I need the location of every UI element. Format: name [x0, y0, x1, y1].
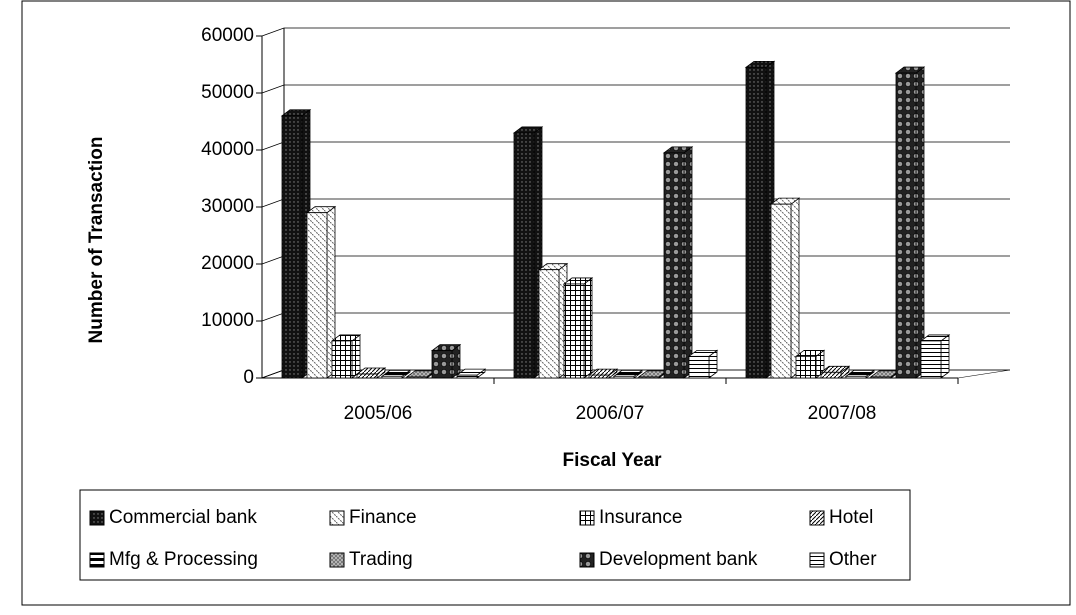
bar-front [920, 340, 942, 379]
bar-front [770, 203, 792, 379]
y-tick-label: 60000 [201, 25, 254, 46]
y-tick-label: 0 [243, 367, 254, 388]
bar-front [306, 212, 328, 379]
legend-label: Other [829, 549, 877, 570]
bar [662, 146, 694, 379]
legend-label: Trading [349, 549, 413, 570]
legend-label: Insurance [599, 507, 682, 528]
legend-swatch [809, 510, 825, 526]
legend-label: Hotel [829, 507, 873, 528]
bar [562, 277, 594, 379]
bar [380, 369, 412, 379]
bar-front [870, 376, 892, 379]
legend-box [79, 489, 911, 581]
bar-front [538, 269, 560, 379]
legend-label: Commercial bank [109, 507, 257, 528]
bar [894, 66, 926, 379]
x-tick-label: 2007/08 [808, 403, 877, 424]
bar [305, 205, 337, 379]
bar [819, 365, 851, 379]
bar-front [845, 375, 867, 379]
bar [280, 109, 312, 379]
y-tick-label: 30000 [201, 196, 254, 217]
bar-front [281, 115, 303, 379]
legend-swatch [329, 510, 345, 526]
bar [794, 349, 826, 379]
bar-side [351, 334, 361, 379]
bar-side [683, 146, 693, 379]
x-tick-label: 2005/06 [344, 403, 413, 424]
bar [455, 368, 487, 379]
bar [587, 368, 619, 379]
bar-front [895, 72, 917, 379]
y-tick-label: 40000 [201, 139, 254, 160]
bar-front [663, 152, 685, 379]
bar-front [381, 375, 403, 379]
legend-swatch [89, 510, 105, 526]
x-axis-title: Fiscal Year [563, 450, 663, 471]
x-tick-label: 2006/07 [576, 403, 645, 424]
legend-swatch [329, 552, 345, 568]
bar-front [820, 371, 842, 379]
bar [844, 369, 876, 379]
bar-front [563, 283, 585, 379]
y-tick-label: 10000 [201, 310, 254, 331]
bar-side [940, 334, 950, 379]
bar-front [331, 340, 353, 379]
bar-front [795, 355, 817, 379]
bar-front [431, 350, 453, 379]
bar-side [915, 66, 925, 379]
legend-label: Development bank [599, 549, 758, 570]
legend-swatch [579, 510, 595, 526]
bar [687, 349, 719, 379]
legend-swatch [809, 552, 825, 568]
bar [330, 334, 362, 379]
bar [919, 334, 951, 379]
bar-front [406, 376, 428, 379]
bar-side [583, 277, 593, 379]
bar [355, 367, 387, 379]
bar-front [456, 374, 478, 379]
bar-front [613, 375, 635, 379]
bar [537, 262, 569, 379]
y-tick-label: 50000 [201, 82, 254, 103]
bar-front [638, 376, 660, 379]
bar [512, 126, 544, 379]
legend-label: Mfg & Processing [109, 549, 258, 570]
bar-front [588, 374, 610, 379]
bar-front [688, 355, 710, 379]
bar [430, 343, 462, 379]
bar [612, 369, 644, 379]
bar [744, 60, 776, 379]
grid-line [261, 27, 1010, 37]
legend-swatch [89, 552, 105, 568]
bar [769, 197, 801, 379]
y-tick-label: 20000 [201, 253, 254, 274]
bar-front [513, 132, 535, 379]
legend-swatch [579, 552, 595, 568]
legend-label: Finance [349, 507, 417, 528]
bar-front [356, 373, 378, 379]
bar-side [790, 197, 800, 379]
bar-front [745, 66, 767, 379]
y-axis-title: Number of Transaction [86, 137, 107, 344]
